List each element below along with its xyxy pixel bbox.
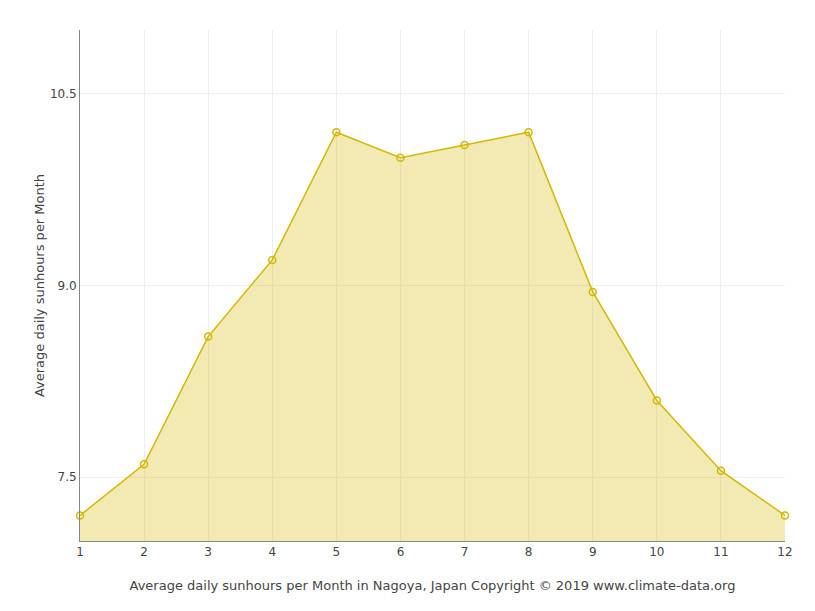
- svg-text:9: 9: [589, 545, 597, 559]
- svg-text:Average daily sunhours per Mon: Average daily sunhours per Month in Nago…: [130, 578, 736, 593]
- svg-text:1: 1: [76, 545, 84, 559]
- svg-text:5: 5: [333, 545, 341, 559]
- svg-text:12: 12: [777, 545, 792, 559]
- svg-text:3: 3: [204, 545, 212, 559]
- svg-text:2: 2: [140, 545, 148, 559]
- svg-text:6: 6: [397, 545, 405, 559]
- svg-text:4: 4: [268, 545, 276, 559]
- svg-text:7: 7: [461, 545, 469, 559]
- svg-text:9.0: 9.0: [58, 279, 77, 293]
- svg-text:Average daily sunhours per Mon: Average daily sunhours per Month: [32, 174, 47, 397]
- svg-text:11: 11: [713, 545, 728, 559]
- svg-text:10.5: 10.5: [50, 87, 77, 101]
- svg-text:8: 8: [525, 545, 533, 559]
- svg-text:7.5: 7.5: [58, 470, 77, 484]
- svg-text:10: 10: [649, 545, 664, 559]
